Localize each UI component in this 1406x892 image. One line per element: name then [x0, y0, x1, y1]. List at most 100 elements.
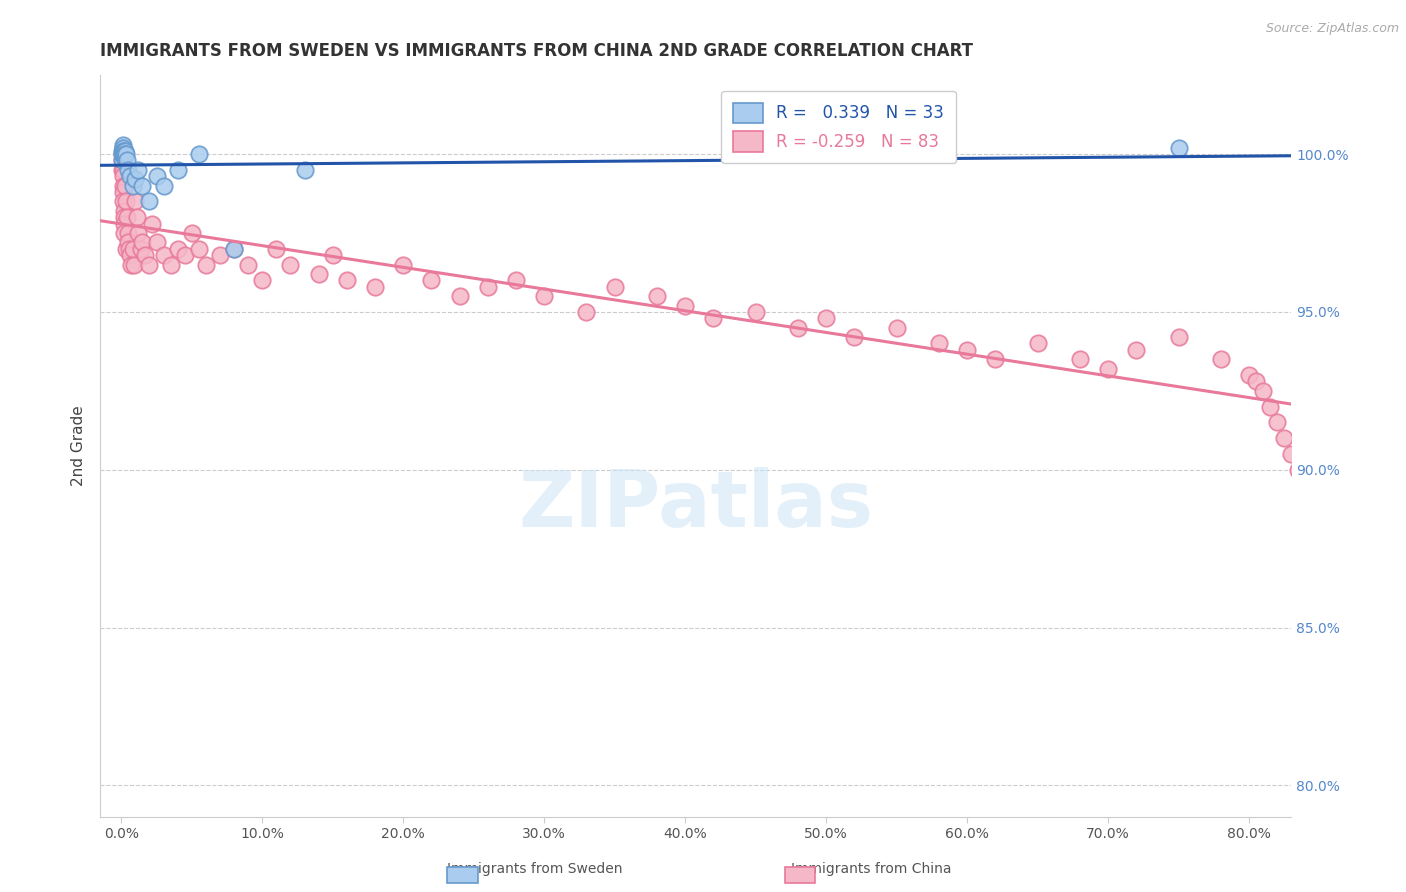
Point: [111, 147, 134, 161]
Point: [1026, 336, 1049, 351]
Point: [114, 194, 136, 209]
Point: [145, 235, 167, 250]
Text: IMMIGRANTS FROM SWEDEN VS IMMIGRANTS FROM CHINA 2ND GRADE CORRELATION CHART: IMMIGRANTS FROM SWEDEN VS IMMIGRANTS FRO…: [100, 42, 973, 60]
Point: [1097, 361, 1119, 376]
Point: [159, 258, 181, 272]
Point: [141, 217, 163, 231]
Point: [111, 153, 134, 168]
Point: [744, 305, 766, 319]
Point: [134, 248, 156, 262]
Point: [125, 211, 148, 225]
Point: [308, 267, 330, 281]
Point: [120, 258, 142, 272]
Point: [111, 153, 134, 168]
Point: [364, 279, 387, 293]
Legend: R =   0.339   N = 33, R = -0.259   N = 83: R = 0.339 N = 33, R = -0.259 N = 83: [721, 91, 956, 163]
Point: [702, 311, 724, 326]
Point: [117, 162, 139, 177]
Point: [449, 289, 471, 303]
Point: [112, 178, 135, 193]
Point: [236, 258, 259, 272]
Point: [956, 343, 979, 357]
Point: [111, 144, 134, 158]
Point: [112, 147, 135, 161]
Point: [117, 226, 139, 240]
Point: [112, 226, 135, 240]
Point: [1209, 352, 1232, 367]
Point: [112, 217, 135, 231]
Point: [112, 203, 135, 218]
Point: [111, 137, 134, 152]
Text: Immigrants from Sweden: Immigrants from Sweden: [447, 862, 621, 876]
Point: [122, 258, 145, 272]
Point: [111, 141, 134, 155]
Point: [645, 289, 668, 303]
Point: [477, 279, 499, 293]
Point: [787, 320, 810, 334]
Point: [127, 162, 149, 177]
Point: [222, 242, 245, 256]
Point: [208, 248, 231, 262]
Point: [187, 242, 209, 256]
Point: [1125, 343, 1147, 357]
Point: [815, 311, 838, 326]
Point: [886, 320, 908, 334]
Point: [124, 172, 146, 186]
Point: [112, 185, 135, 199]
Text: Immigrants from China: Immigrants from China: [792, 862, 952, 876]
Y-axis label: 2nd Grade: 2nd Grade: [72, 406, 86, 486]
Point: [1258, 400, 1281, 414]
Point: [420, 273, 443, 287]
Point: [112, 194, 135, 209]
Point: [112, 150, 135, 164]
Point: [111, 162, 134, 177]
Point: [112, 147, 135, 161]
Point: [575, 305, 598, 319]
Point: [112, 147, 135, 161]
Point: [112, 147, 135, 161]
Point: [914, 147, 936, 161]
Point: [118, 248, 141, 262]
Point: [1265, 416, 1288, 430]
Point: [124, 194, 146, 209]
Point: [112, 211, 135, 225]
Point: [252, 273, 274, 287]
Text: Source: ZipAtlas.com: Source: ZipAtlas.com: [1265, 22, 1399, 36]
Point: [115, 153, 138, 168]
Point: [131, 178, 153, 193]
Point: [111, 162, 134, 177]
Point: [115, 211, 138, 225]
Point: [1272, 431, 1295, 445]
Point: [111, 169, 134, 184]
Text: ZIPatlas: ZIPatlas: [519, 467, 873, 543]
Point: [1279, 447, 1302, 461]
Point: [533, 289, 555, 303]
Point: [112, 144, 135, 158]
Point: [152, 178, 174, 193]
Point: [118, 242, 141, 256]
Point: [280, 258, 302, 272]
Point: [673, 299, 696, 313]
Point: [112, 147, 135, 161]
Point: [114, 144, 136, 158]
Point: [129, 242, 152, 256]
Point: [294, 162, 316, 177]
Point: [152, 248, 174, 262]
Point: [844, 330, 866, 344]
Point: [187, 147, 209, 161]
Point: [127, 226, 149, 240]
Point: [1069, 352, 1091, 367]
Point: [138, 258, 160, 272]
Point: [173, 248, 195, 262]
Point: [1251, 384, 1274, 398]
Point: [114, 147, 136, 161]
Point: [118, 169, 141, 184]
Point: [984, 352, 1007, 367]
Point: [1237, 368, 1260, 382]
Point: [138, 194, 160, 209]
Point: [166, 242, 188, 256]
Point: [322, 248, 344, 262]
Point: [603, 279, 626, 293]
Point: [166, 162, 188, 177]
Point: [117, 235, 139, 250]
